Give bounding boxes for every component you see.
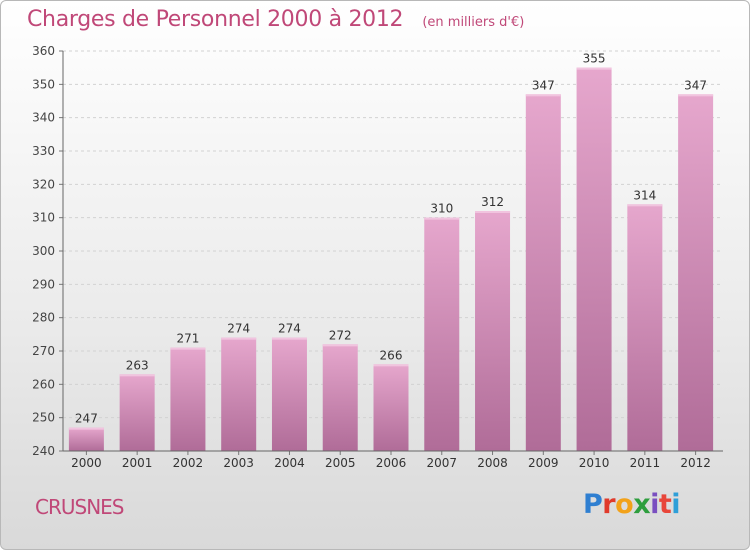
bar-top-edge bbox=[576, 67, 612, 70]
bars bbox=[68, 67, 714, 452]
bar-value-label: 314 bbox=[633, 188, 656, 202]
bar-value-label: 274 bbox=[227, 322, 250, 336]
bar-top-edge bbox=[68, 427, 104, 430]
bar bbox=[68, 427, 104, 451]
x-tick-label: 2000 bbox=[71, 456, 102, 470]
bar-value-label: 355 bbox=[583, 52, 606, 66]
logo-letter: r bbox=[602, 489, 616, 520]
y-tick-label: 290 bbox=[32, 277, 55, 291]
x-tick-label: 2001 bbox=[122, 456, 153, 470]
bar-top-edge bbox=[373, 364, 409, 367]
x-tick-label: 2006 bbox=[376, 456, 407, 470]
bar-top-edge bbox=[221, 337, 257, 340]
title-row: Charges de Personnel 2000 à 2012 (en mil… bbox=[27, 7, 524, 32]
x-tick-label: 2012 bbox=[680, 456, 711, 470]
x-tick-label: 2011 bbox=[630, 456, 661, 470]
bar-top-edge bbox=[424, 217, 460, 220]
y-tick-label: 350 bbox=[32, 77, 55, 91]
bar-value-label: 274 bbox=[278, 322, 301, 336]
bar-top-edge bbox=[678, 94, 714, 97]
bar-top-edge bbox=[627, 204, 663, 207]
logo-letter: i bbox=[650, 489, 659, 520]
y-tick-label: 270 bbox=[32, 344, 55, 358]
x-tick-label: 2003 bbox=[223, 456, 254, 470]
y-tick-label: 330 bbox=[32, 144, 55, 158]
x-tick-label: 2008 bbox=[477, 456, 508, 470]
y-tick-label: 310 bbox=[32, 211, 55, 225]
logo-letter: i bbox=[671, 489, 681, 520]
bar bbox=[322, 344, 358, 451]
logo-letter: x bbox=[633, 489, 651, 520]
bar bbox=[373, 364, 409, 451]
bar bbox=[424, 217, 460, 451]
bar-top-edge bbox=[119, 374, 155, 377]
logo-letter: P bbox=[583, 489, 603, 520]
y-tick-label: 260 bbox=[32, 377, 55, 391]
x-tick-label: 2007 bbox=[426, 456, 457, 470]
chart-title: Charges de Personnel 2000 à 2012 bbox=[27, 7, 404, 32]
x-tick-label: 2009 bbox=[528, 456, 559, 470]
y-tick-label: 340 bbox=[32, 111, 55, 125]
bar bbox=[475, 211, 511, 451]
bar bbox=[525, 94, 561, 451]
proxiti-logo: Proxiti bbox=[583, 489, 681, 520]
chart-subtitle: (en milliers d'€) bbox=[422, 15, 525, 30]
y-tick-label: 250 bbox=[32, 411, 55, 425]
logo-letter: t bbox=[658, 489, 672, 520]
bar-value-label: 347 bbox=[532, 78, 555, 92]
bar-value-label: 347 bbox=[684, 78, 707, 92]
axes bbox=[59, 50, 723, 455]
logo-letter: o bbox=[615, 489, 634, 520]
x-tick-label: 2005 bbox=[325, 456, 356, 470]
labels: 240 250 260 270 280 290 300 310 320 330 340 350 360 2… bbox=[32, 44, 711, 470]
bar-value-label: 312 bbox=[481, 195, 504, 209]
y-tick-label: 320 bbox=[32, 177, 55, 191]
x-tick-label: 2010 bbox=[579, 456, 610, 470]
bar-top-edge bbox=[170, 347, 206, 350]
y-tick-label: 300 bbox=[32, 244, 55, 258]
y-tick-label: 240 bbox=[32, 444, 55, 458]
bar-value-label: 310 bbox=[430, 202, 453, 216]
bar-top-edge bbox=[322, 344, 358, 347]
y-tick-label: 360 bbox=[32, 44, 55, 58]
commune-name: CRUSNES bbox=[35, 495, 124, 519]
bar-value-label: 271 bbox=[176, 332, 199, 346]
bar-top-edge bbox=[271, 337, 307, 340]
bar bbox=[119, 374, 155, 451]
bar bbox=[576, 67, 612, 452]
y-tick-label: 280 bbox=[32, 311, 55, 325]
bar bbox=[221, 337, 257, 451]
bar bbox=[627, 204, 663, 451]
bar-value-label: 263 bbox=[126, 358, 149, 372]
bar-value-label: 247 bbox=[75, 412, 98, 426]
x-tick-label: 2004 bbox=[274, 456, 305, 470]
bar-value-label: 272 bbox=[329, 328, 352, 342]
bar-top-edge bbox=[525, 94, 561, 97]
bar bbox=[271, 337, 307, 451]
bar bbox=[678, 94, 714, 451]
bar-value-label: 266 bbox=[380, 348, 403, 362]
bar bbox=[170, 347, 206, 451]
bar-top-edge bbox=[475, 211, 511, 213]
x-tick-label: 2002 bbox=[173, 456, 204, 470]
